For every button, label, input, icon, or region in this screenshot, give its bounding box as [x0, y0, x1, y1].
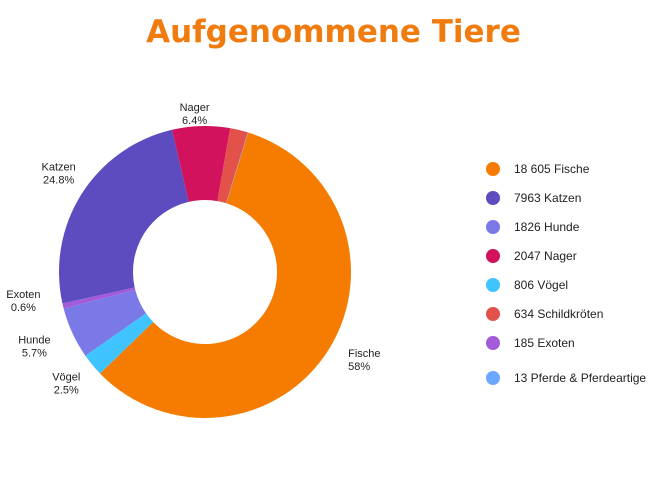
slice-hunde — [63, 290, 147, 356]
legend-swatch — [486, 277, 500, 292]
legend-swatch — [486, 161, 500, 176]
slice-exoten — [62, 287, 136, 309]
slice-nager — [172, 126, 231, 202]
legend-item: 1826 Hunde — [486, 212, 646, 241]
legend-label: 806 Vögel — [514, 277, 569, 292]
legend-item: 7963 Katzen — [486, 183, 646, 212]
slice-label-hunde: Hunde 5.7% — [18, 334, 50, 359]
legend-label: 13 Pferde & Pferdeartige — [514, 370, 647, 385]
legend-item: 13 Pferde & Pferdeartige — [486, 363, 646, 392]
legend-label: 1826 Hunde — [514, 219, 580, 234]
slice-vögel — [85, 313, 154, 374]
legend-item: 185 Exoten — [486, 328, 646, 357]
legend: 18 605 Fische 7963 Katzen 1826 Hunde 2047 N… — [486, 154, 646, 392]
legend-swatch — [486, 248, 500, 263]
slice-label-exoten: Exoten 0.6% — [6, 289, 40, 314]
legend-label: 634 Schildkröten — [514, 306, 604, 321]
slice-pferde-pferdeartige — [226, 132, 249, 204]
legend-label: 2047 Nager — [514, 248, 577, 263]
slice-schildkröten — [217, 128, 248, 204]
legend-item: 634 Schildkröten — [486, 299, 646, 328]
legend-item: 2047 Nager — [486, 241, 646, 270]
legend-label: 18 605 Fische — [514, 161, 590, 176]
slice-label-nager: Nager 6.4% — [180, 102, 210, 127]
slice-fische — [100, 132, 351, 418]
legend-label: 185 Exoten — [514, 335, 575, 350]
chart-title: Aufgenommene Tiere — [146, 14, 521, 50]
legend-swatch — [486, 219, 500, 234]
legend-item: 806 Vögel — [486, 270, 646, 299]
slice-label-vögel: Vögel 2.5% — [52, 371, 80, 396]
legend-item: 18 605 Fische — [486, 154, 646, 183]
legend-swatch — [486, 190, 500, 205]
legend-swatch — [486, 370, 500, 385]
legend-swatch — [486, 335, 500, 350]
slice-label-katzen: Katzen 24.8% — [42, 161, 76, 186]
legend-label: 7963 Katzen — [514, 190, 582, 205]
legend-swatch — [486, 306, 500, 321]
slice-katzen — [58, 129, 189, 304]
slice-label-fische: Fische 58% — [348, 348, 380, 373]
